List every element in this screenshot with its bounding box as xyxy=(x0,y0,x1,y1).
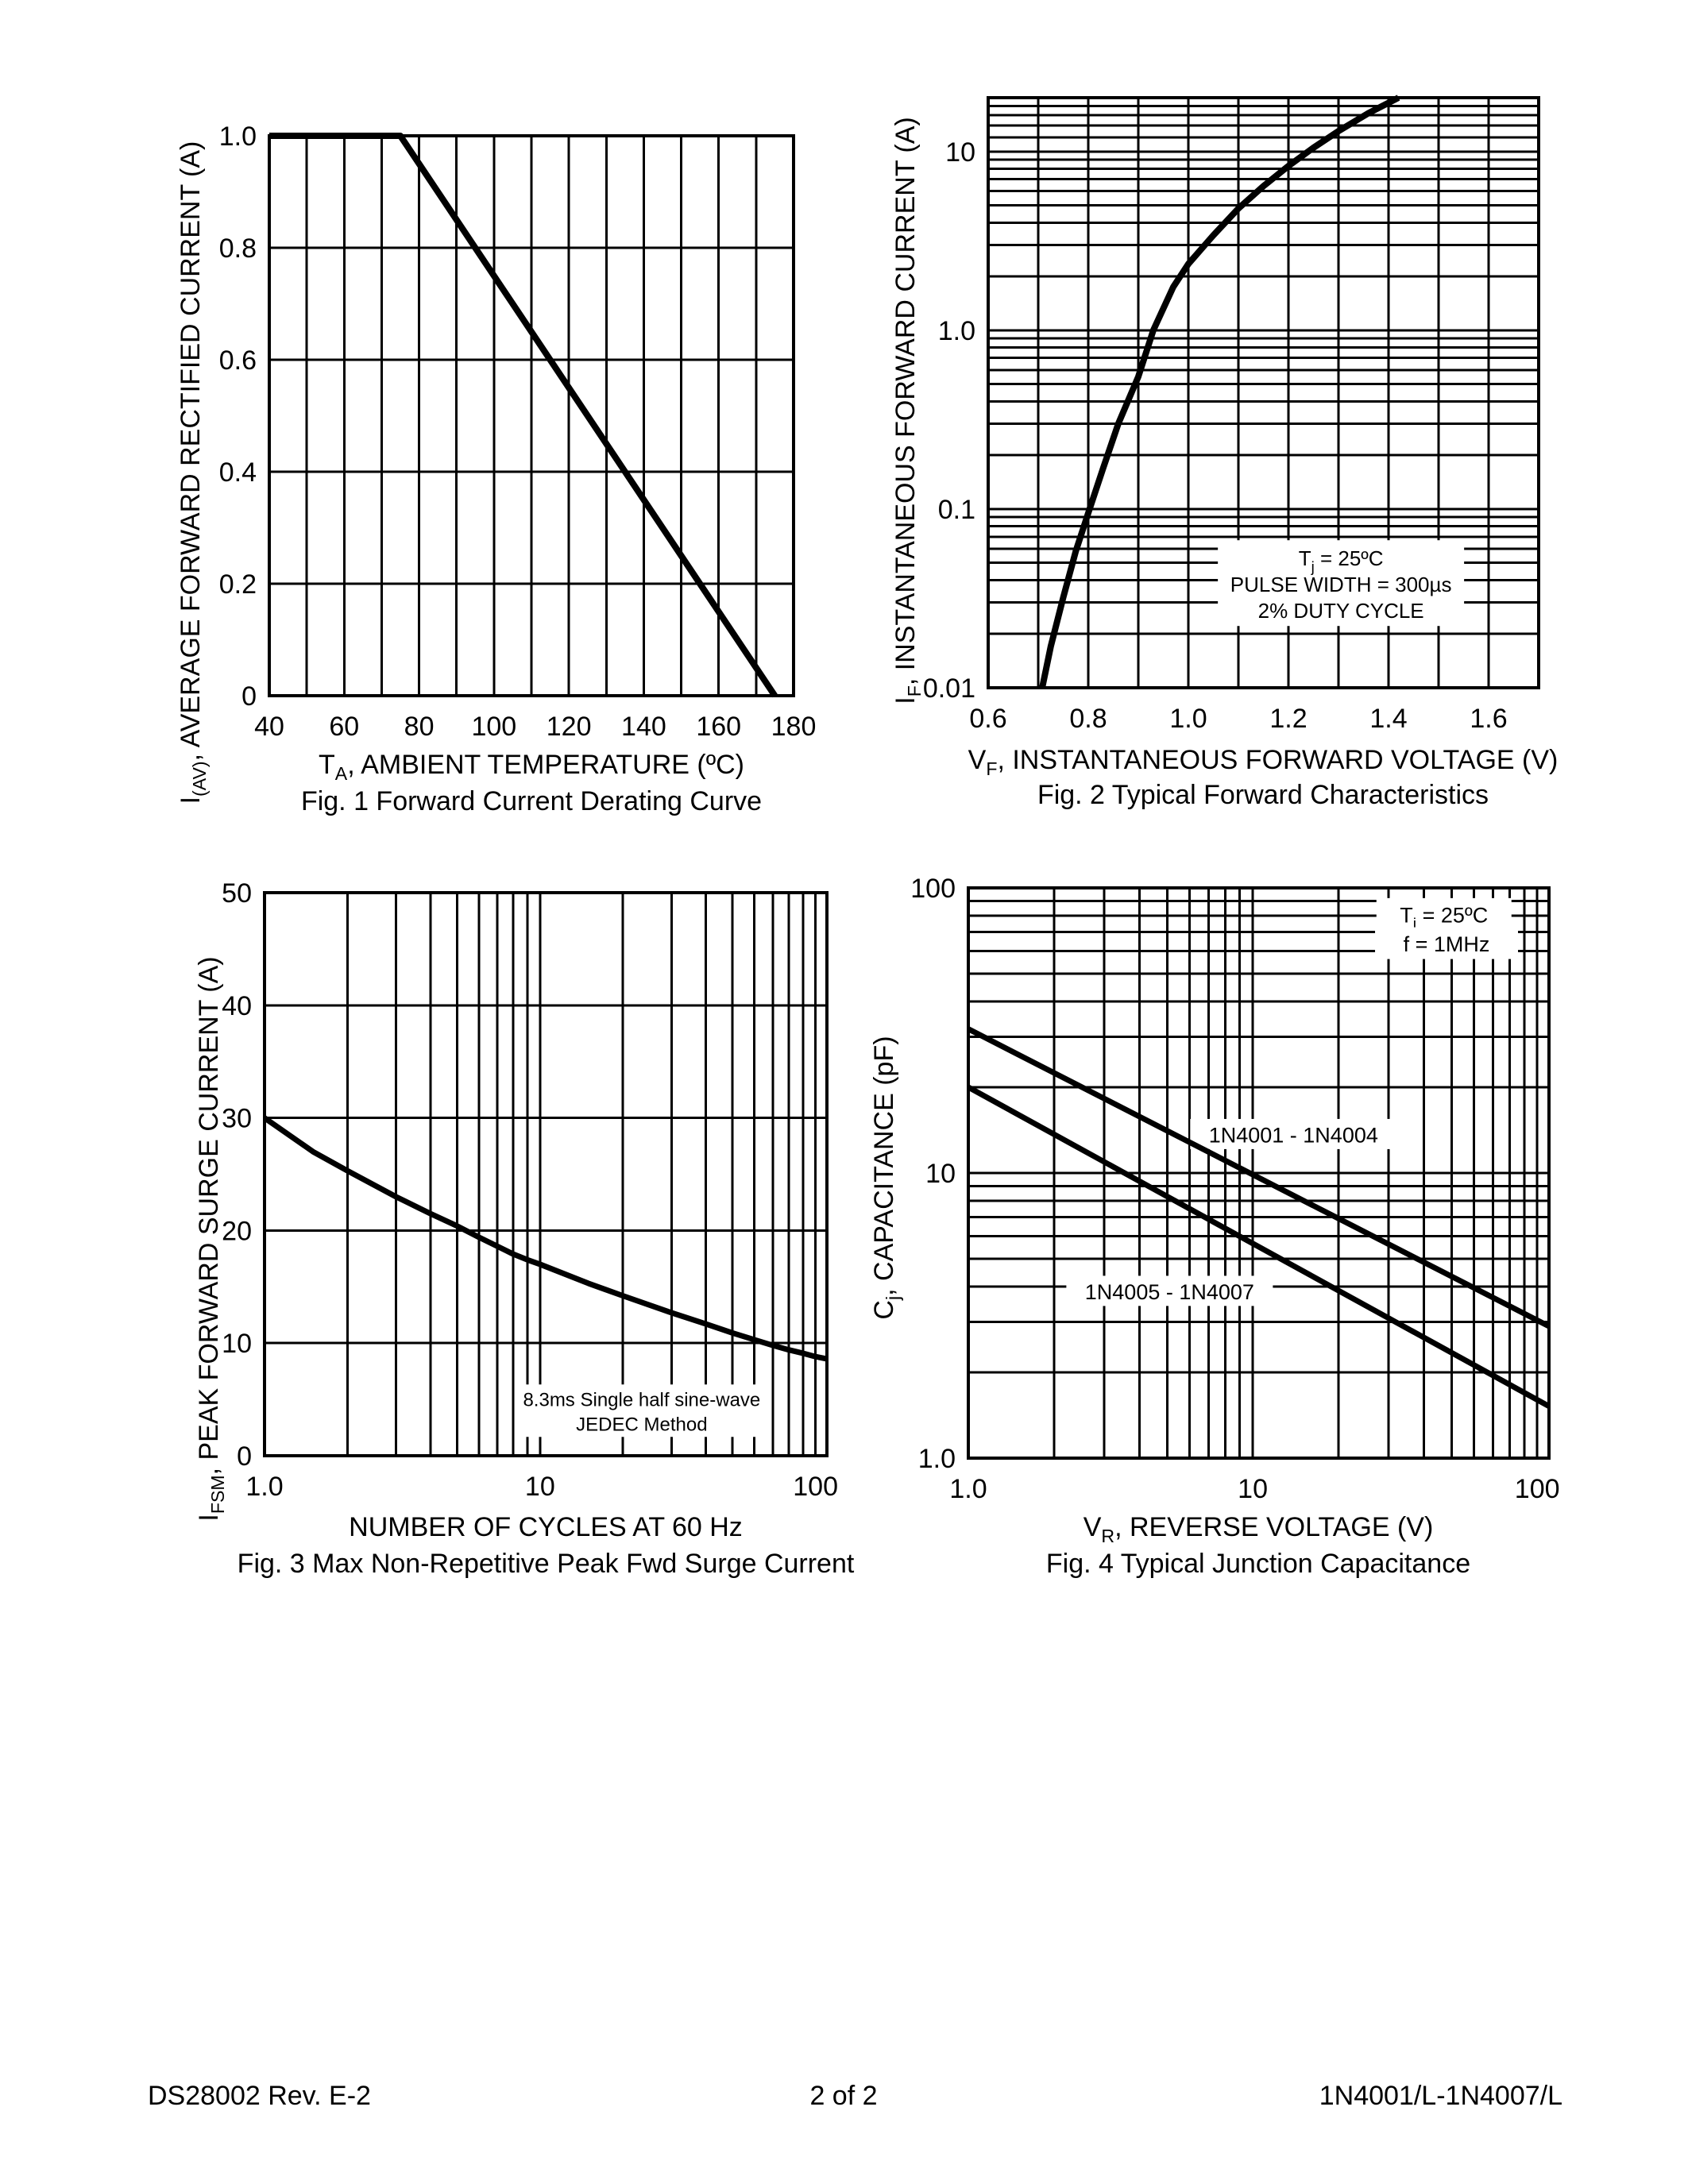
svg-text:1N4001 - 1N4004: 1N4001 - 1N4004 xyxy=(1209,1123,1378,1147)
fig2-y-axis-title: IF, INSTANTANEOUS FORWARD CURRENT (A) xyxy=(890,117,925,704)
svg-text:180: 180 xyxy=(771,712,817,742)
svg-text:120: 120 xyxy=(547,712,592,742)
svg-text:1N4005 - 1N4007: 1N4005 - 1N4007 xyxy=(1085,1280,1254,1304)
fig3-caption: Fig. 3 Max Non-Repetitive Peak Fwd Surge… xyxy=(237,1549,855,1579)
svg-text:10: 10 xyxy=(525,1472,555,1502)
svg-text:0.01: 0.01 xyxy=(923,673,975,704)
svg-text:100: 100 xyxy=(910,874,956,904)
fig2-x-axis-title: VF, INSTANTANEOUS FORWARD VOLTAGE (V) xyxy=(968,745,1559,779)
svg-text:2% DUTY CYCLE: 2% DUTY CYCLE xyxy=(1258,599,1424,623)
svg-text:50: 50 xyxy=(222,878,252,909)
svg-text:100: 100 xyxy=(1515,1474,1560,1504)
svg-text:PULSE WIDTH = 300µs: PULSE WIDTH = 300µs xyxy=(1230,573,1452,596)
svg-text:100: 100 xyxy=(471,712,516,742)
svg-text:0: 0 xyxy=(241,681,257,712)
svg-text:1.0: 1.0 xyxy=(245,1472,283,1502)
fig4-x-axis-title: VR, REVERSE VOLTAGE (V) xyxy=(1083,1512,1434,1546)
svg-text:0.6: 0.6 xyxy=(969,704,1006,734)
svg-text:0.8: 0.8 xyxy=(219,233,257,264)
svg-text:10: 10 xyxy=(945,137,975,168)
svg-text:30: 30 xyxy=(222,1104,252,1134)
svg-text:f = 1MHz: f = 1MHz xyxy=(1404,932,1490,956)
footer-page-number: 2 of 2 xyxy=(809,2081,878,2111)
fig1-y-axis-title: I(AV), AVERAGE FORWARD RECTIFIED CURRENT… xyxy=(176,141,210,805)
fig4-caption: Fig. 4 Typical Junction Capacitance xyxy=(1045,1549,1471,1579)
svg-text:10: 10 xyxy=(222,1329,252,1359)
svg-text:1.6: 1.6 xyxy=(1470,704,1507,734)
svg-text:JEDEC Method: JEDEC Method xyxy=(576,1414,707,1436)
svg-text:0: 0 xyxy=(237,1441,252,1472)
svg-text:0.8: 0.8 xyxy=(1069,704,1107,734)
svg-text:0.6: 0.6 xyxy=(219,345,257,376)
svg-text:80: 80 xyxy=(404,712,435,742)
fig1-x-axis-title: TA, AMBIENT TEMPERATURE (ºC) xyxy=(318,750,744,784)
svg-text:0.2: 0.2 xyxy=(219,569,257,600)
svg-text:8.3ms Single half sine-wave: 8.3ms Single half sine-wave xyxy=(523,1390,760,1411)
svg-text:10: 10 xyxy=(925,1159,956,1189)
fig1-plot: 40 60 80 100 120 140 160 180 0 0.2 0.4 0.6 0.8 1.0 xyxy=(219,122,817,742)
svg-text:140: 140 xyxy=(621,712,666,742)
svg-text:1.0: 1.0 xyxy=(219,122,257,152)
svg-text:0.1: 0.1 xyxy=(938,495,975,525)
svg-text:10: 10 xyxy=(1238,1474,1268,1504)
svg-text:1.0: 1.0 xyxy=(1169,704,1207,734)
svg-text:Tj = 25ºC: Tj = 25ºC xyxy=(1299,546,1384,575)
svg-text:40: 40 xyxy=(222,991,252,1021)
svg-text:Tj = 25ºC: Tj = 25ºC xyxy=(1400,903,1488,932)
svg-text:100: 100 xyxy=(793,1472,838,1502)
fig1-caption: Fig. 1 Forward Current Derating Curve xyxy=(300,786,763,816)
svg-text:160: 160 xyxy=(696,712,741,742)
svg-text:20: 20 xyxy=(222,1216,252,1246)
fig2-caption: Fig. 2 Typical Forward Characteristics xyxy=(1037,780,1489,810)
svg-text:60: 60 xyxy=(329,712,359,742)
footer-part-number: 1N4001/L-1N4007/L xyxy=(1319,2081,1562,2111)
svg-text:1.0: 1.0 xyxy=(949,1474,987,1504)
svg-text:40: 40 xyxy=(254,712,284,742)
svg-text:1.0: 1.0 xyxy=(938,316,975,346)
svg-text:0.4: 0.4 xyxy=(219,457,257,488)
svg-text:1.0: 1.0 xyxy=(918,1444,956,1474)
svg-text:1.4: 1.4 xyxy=(1369,704,1407,734)
fig3-plot: 8.3ms Single half sine-wave JEDEC Method 1… xyxy=(222,878,838,1502)
fig4-y-axis-title: Cj, CAPACITANCE (pF) xyxy=(869,1036,903,1320)
footer-doc-number: DS28002 Rev. E-2 xyxy=(148,2081,371,2111)
fig3-x-axis-title: NUMBER OF CYCLES AT 60 Hz xyxy=(349,1512,743,1542)
svg-text:1.2: 1.2 xyxy=(1269,704,1307,734)
fig3-y-axis-title: IFSM, PEAK FORWARD SURGE CURRENT (A) xyxy=(194,956,228,1522)
